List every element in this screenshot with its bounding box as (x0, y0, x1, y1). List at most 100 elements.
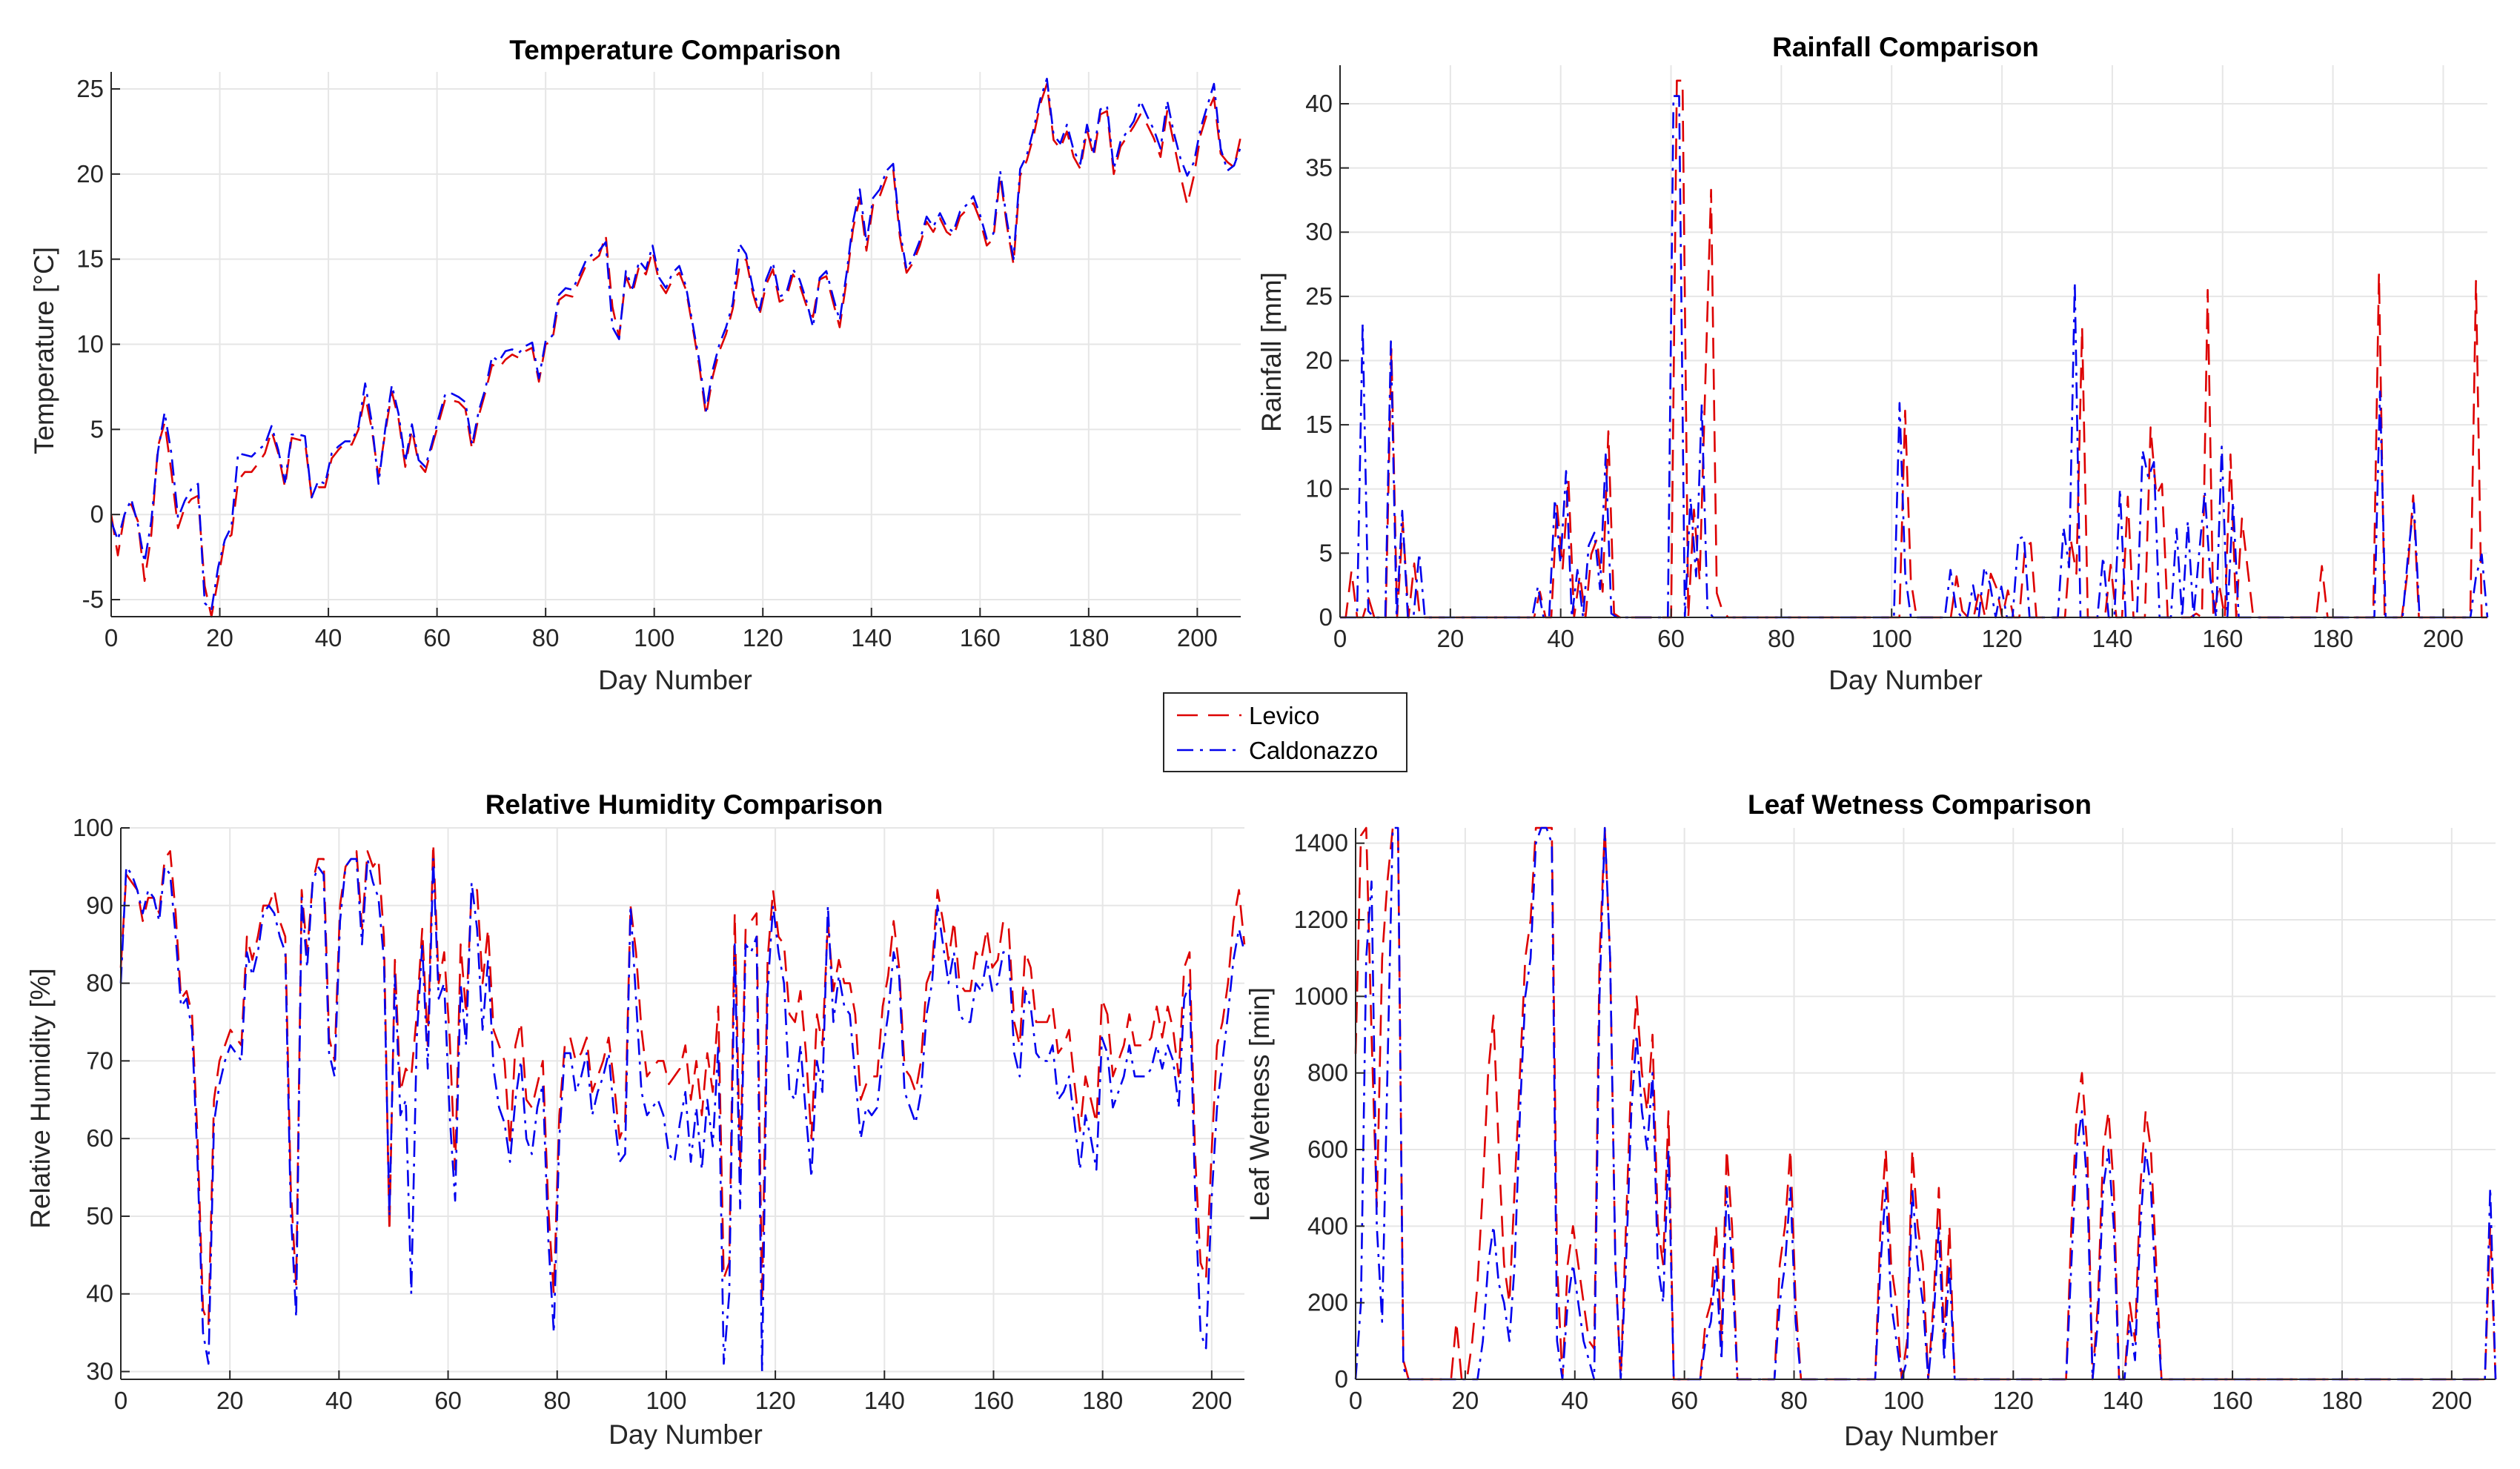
leaf-y-tick-label: 1400 (1294, 829, 1348, 857)
leaf-x-tick-label: 160 (2212, 1387, 2253, 1414)
rain-x-tick-label: 100 (1871, 625, 1912, 652)
rh-x-tick-label: 80 (543, 1387, 571, 1414)
leaf-axes: 0 20 40 60 80 100 120 140 160 180 200 0 200 400 600 800… (1294, 828, 2496, 1414)
relative-humidity-chart-ylabel: Relative Humidity [%] (25, 968, 56, 1229)
temp-y-tick-label: 10 (76, 331, 104, 358)
rain-y-tick-label: 15 (1305, 411, 1333, 438)
leaf-y-tick-label: 400 (1307, 1212, 1348, 1239)
rh-series-group (119, 842, 1246, 1373)
leaf-y-tick-label: 200 (1307, 1289, 1348, 1316)
legend: Levico Caldonazzo (1163, 692, 1407, 772)
rh-y-tick-label: 50 (86, 1202, 113, 1230)
temp-x-tick-label: 60 (423, 624, 451, 651)
relative-humidity-chart-xlabel: Day Number (609, 1419, 763, 1450)
temperature-chart-ylabel: Temperature [°C] (29, 247, 59, 454)
rh-x-tick-label: 140 (864, 1387, 905, 1414)
temp-y-tick-label: 0 (90, 500, 104, 528)
leaf-x-tick-label: 140 (2103, 1387, 2143, 1414)
leaf-y-tick-label: 600 (1307, 1135, 1348, 1163)
relative-humidity-chart: 0 20 40 60 80 100 120 140 160 180 200 30 40 50 60 70 80 9… (25, 789, 1246, 1450)
rh-y-tick-label: 30 (86, 1358, 113, 1385)
rh-series-levico (119, 842, 1246, 1326)
temp-x-tick-label: 180 (1068, 624, 1109, 651)
rain-x-tick-label: 140 (2092, 625, 2132, 652)
temperature-chart-title: Temperature Comparison (509, 35, 841, 65)
temp-x-tick-label: 120 (743, 624, 783, 651)
leaf-y-tick-label: 1200 (1294, 906, 1348, 933)
leaf-y-tick-label: 1000 (1294, 982, 1348, 1009)
rh-x-tick-label: 200 (1191, 1387, 1232, 1414)
rh-series-caldonazzo (119, 858, 1246, 1373)
temp-x-tick-label: 160 (960, 624, 1001, 651)
temp-x-tick-label: 0 (105, 624, 118, 651)
rainfall-chart-xlabel: Day Number (1828, 665, 1983, 695)
rain-x-tick-label: 180 (2312, 625, 2353, 652)
rain-plot-area (1340, 65, 2487, 617)
temp-series-caldonazzo (110, 77, 1242, 611)
rainfall-chart: 0 20 40 60 80 100 120 140 160 180 200 0 5 10 15 20 25 30 3… (1256, 32, 2489, 695)
temp-series-levico (110, 82, 1242, 618)
temperature-chart-xlabel: Day Number (598, 665, 752, 695)
temp-y-tick-label: 25 (76, 75, 104, 102)
relative-humidity-chart-title: Relative Humidity Comparison (485, 789, 883, 820)
rain-x-tick-label: 200 (2423, 625, 2464, 652)
leaf-x-tick-label: 180 (2321, 1387, 2362, 1414)
leaf-wetness-chart: 0 20 40 60 80 100 120 140 160 180 200 0 200 400 600 800… (1244, 789, 2497, 1451)
rh-y-tick-label: 100 (73, 814, 113, 841)
rh-x-tick-label: 100 (646, 1387, 686, 1414)
temp-x-tick-label: 80 (532, 624, 560, 651)
rh-y-tick-label: 60 (86, 1124, 113, 1152)
leaf-x-tick-label: 120 (1993, 1387, 2034, 1414)
rh-x-tick-label: 0 (114, 1387, 127, 1414)
leaf-y-tick-label: 800 (1307, 1059, 1348, 1087)
leaf-x-tick-label: 60 (1671, 1387, 1698, 1414)
legend-label-levico: Levico (1249, 702, 1319, 729)
rain-x-tick-label: 40 (1547, 625, 1574, 652)
rain-axes: 0 20 40 60 80 100 120 140 160 180 200 0 5 10 15 20 25 30 3… (1305, 65, 2487, 652)
leaf-y-tick-label: 0 (1335, 1365, 1348, 1393)
temp-y-tick-label: 15 (76, 245, 104, 273)
temperature-chart: 0 20 40 60 80 100 120 140 160 180 200-50510152025 … (29, 35, 1242, 695)
temp-y-tick-label: 20 (76, 160, 104, 188)
leaf-x-tick-label: 80 (1780, 1387, 1808, 1414)
rh-y-tick-label: 90 (86, 892, 113, 919)
legend-box (1163, 692, 1407, 772)
rh-x-tick-label: 160 (973, 1387, 1014, 1414)
rain-x-tick-label: 0 (1333, 625, 1347, 652)
rh-axes: 0 20 40 60 80 100 120 140 160 180 200 30 40 50 60 70 80 9… (73, 814, 1244, 1414)
rain-y-tick-label: 35 (1305, 154, 1333, 182)
rain-y-tick-label: 5 (1319, 539, 1333, 566)
rain-x-tick-label: 120 (1982, 625, 2023, 652)
rh-y-tick-label: 70 (86, 1047, 113, 1074)
leaf-plot-area (1356, 828, 2496, 1379)
leaf-wetness-chart-title: Leaf Wetness Comparison (1748, 789, 2092, 820)
temp-x-tick-label: 200 (1177, 624, 1218, 651)
rh-x-tick-label: 40 (325, 1387, 353, 1414)
rain-x-tick-label: 20 (1436, 625, 1464, 652)
leaf-wetness-chart-xlabel: Day Number (1844, 1421, 1998, 1451)
temp-x-tick-label: 40 (315, 624, 342, 651)
rh-x-tick-label: 120 (755, 1387, 796, 1414)
rh-x-tick-label: 60 (434, 1387, 462, 1414)
rainfall-chart-title: Rainfall Comparison (1772, 32, 2039, 62)
temp-y-tick-label: 5 (90, 415, 104, 442)
leaf-x-tick-label: 40 (1561, 1387, 1588, 1414)
temp-x-tick-label: 20 (206, 624, 233, 651)
rh-x-tick-label: 20 (216, 1387, 244, 1414)
rain-y-tick-label: 30 (1305, 218, 1333, 245)
temp-y-tick-label: -5 (82, 586, 104, 613)
rh-y-tick-label: 80 (86, 969, 113, 997)
rain-y-tick-label: 0 (1319, 603, 1333, 631)
temp-x-tick-label: 100 (634, 624, 674, 651)
rh-y-tick-label: 40 (86, 1280, 113, 1307)
rain-y-tick-label: 10 (1305, 475, 1333, 503)
leaf-wetness-chart-ylabel: Leaf Wetness [min] (1244, 987, 1275, 1221)
temp-x-tick-label: 140 (851, 624, 892, 651)
leaf-x-tick-label: 20 (1452, 1387, 1479, 1414)
rain-y-tick-label: 40 (1305, 90, 1333, 117)
rh-x-tick-label: 180 (1082, 1387, 1123, 1414)
rainfall-chart-ylabel: Rainfall [mm] (1256, 272, 1287, 432)
rain-y-tick-label: 25 (1305, 282, 1333, 310)
